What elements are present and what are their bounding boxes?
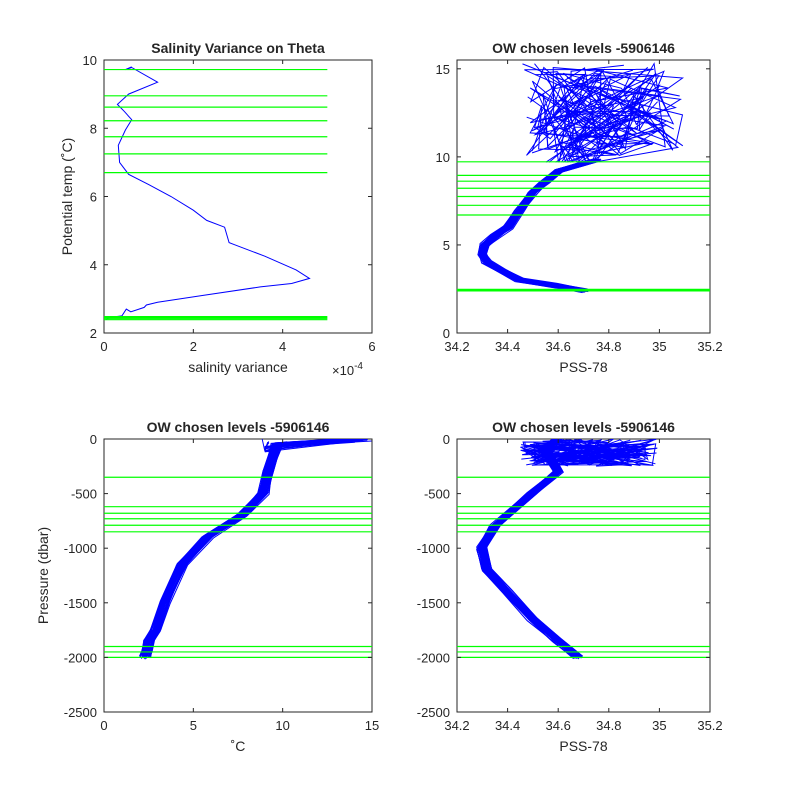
x-tick-label: 34.2: [444, 339, 469, 354]
panel-title: OW chosen levels -5906146: [492, 40, 675, 56]
x-tick-label: 34.6: [546, 718, 571, 733]
x-tick-label: 34.6: [546, 339, 571, 354]
surface-profile-line: [261, 439, 266, 451]
surface-profile-line: [560, 64, 624, 163]
surface-profile-line: [548, 72, 675, 163]
y-tick-label: 15: [436, 62, 450, 77]
x-tick-label: 35.2: [697, 718, 722, 733]
x-tick-label: 6: [368, 339, 375, 354]
x-tick-label: 2: [190, 339, 197, 354]
surface-profile-line: [264, 440, 353, 453]
panel-title: OW chosen levels -5906146: [147, 419, 330, 435]
x-tick-label: 15: [365, 718, 379, 733]
surface-profile-line: [545, 69, 682, 163]
x-tick-label: 34.4: [495, 718, 520, 733]
surface-profile-line: [584, 62, 680, 163]
y-axis-label: Pressure (dbar): [35, 527, 51, 624]
chosen-levels: [104, 68, 328, 321]
x-tick-label: 34.8: [596, 339, 621, 354]
x-tick-label: 0: [100, 718, 107, 733]
profile-line: [478, 159, 591, 290]
x-tick-label: 34.4: [495, 339, 520, 354]
surface-profile-line: [264, 442, 270, 448]
y-tick-label: 6: [90, 190, 97, 205]
x-tick-label: 0: [100, 339, 107, 354]
surface-profile-line: [264, 441, 305, 448]
y-tick-label: -1000: [417, 541, 450, 556]
x-axis-label: salinity variance: [188, 359, 288, 375]
profile-lines: [476, 439, 658, 660]
y-tick-label: -500: [71, 487, 97, 502]
surface-profile-line: [540, 455, 640, 462]
x-tick-label: 35: [652, 339, 666, 354]
profile-lines: [138, 439, 372, 660]
x-tick-label: 4: [279, 339, 286, 354]
y-tick-label: -1500: [64, 596, 97, 611]
x-tick-label: 34.8: [596, 718, 621, 733]
surface-profile-line: [546, 72, 658, 163]
panel-pressure-temperature: 0 5 10 15 0 -500 -1000 -1500 -2000 -2500 OW chosen…: [35, 419, 379, 754]
chosen-levels: [104, 476, 372, 659]
profile-line: [484, 160, 599, 292]
y-tick-label: 2: [90, 326, 97, 341]
profile-line: [477, 161, 594, 293]
profile-line: [476, 440, 575, 660]
profile-line: [147, 439, 358, 657]
y-tick-label: 5: [443, 238, 450, 253]
y-tick-label: 10: [436, 150, 450, 165]
x-tick-label: 34.2: [444, 718, 469, 733]
panel-title: OW chosen levels -5906146: [492, 419, 675, 435]
chosen-levels: [457, 476, 710, 659]
y-tick-label: 8: [90, 121, 97, 136]
panel-pressure-salinity: 34.2 34.4 34.6 34.8 35 35.2 0 -500 -1000 -1500 -20…: [417, 419, 723, 754]
y-tick-label: 4: [90, 258, 97, 273]
surface-profile-line: [534, 63, 629, 163]
x-tick-label: 10: [275, 718, 289, 733]
y-tick-label: -2500: [64, 705, 97, 720]
y-tick-label: 10: [83, 53, 97, 68]
x-axis-label: PSS-78: [559, 738, 607, 754]
profile-line: [139, 439, 361, 658]
plot-frame: [456, 438, 711, 713]
y-axis-label: Potential temp (˚C): [59, 138, 75, 255]
surface-profile-line: [522, 439, 609, 461]
surface-profile-line: [529, 83, 662, 163]
x-axis-label: PSS-78: [559, 359, 607, 375]
surface-profile-line: [533, 103, 615, 163]
surface-profile-line: [529, 439, 647, 463]
y-tick-label: -2500: [417, 705, 450, 720]
y-tick-label: 0: [443, 326, 450, 341]
panel-title: Salinity Variance on Theta: [151, 40, 325, 56]
x-axis-exponent: ×10-4: [332, 361, 363, 378]
y-tick-label: -1500: [417, 596, 450, 611]
y-tick-label: -1000: [64, 541, 97, 556]
x-axis-label: ˚C: [231, 738, 246, 754]
profile-line: [143, 439, 353, 657]
chosen-levels: [457, 161, 710, 292]
y-tick-label: 0: [443, 432, 450, 447]
y-tick-label: -2000: [417, 650, 450, 665]
y-tick-label: -2000: [64, 650, 97, 665]
profile-line: [479, 439, 576, 658]
surface-profile-line: [537, 443, 642, 465]
x-tick-label: 35: [652, 718, 666, 733]
surface-profile-line: [565, 87, 667, 163]
surface-profile-line: [264, 441, 321, 450]
x-tick-label: 35.2: [697, 339, 722, 354]
plot-frame: [103, 438, 373, 713]
y-tick-label: 0: [90, 432, 97, 447]
plot-frame: [103, 59, 373, 334]
surface-profile-line: [521, 439, 654, 465]
y-tick-label: -500: [424, 487, 450, 502]
panel-theta-salinity: 34.2 34.4 34.6 34.8 35 35.2 0 5 10 15 OW chosen le…: [436, 40, 723, 375]
x-tick-label: 5: [190, 718, 197, 733]
surface-profile-line: [531, 70, 670, 163]
